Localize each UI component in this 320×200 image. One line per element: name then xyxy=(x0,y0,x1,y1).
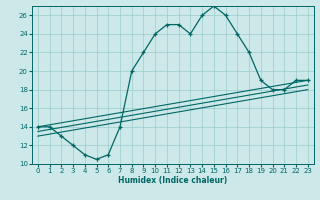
X-axis label: Humidex (Indice chaleur): Humidex (Indice chaleur) xyxy=(118,176,228,185)
